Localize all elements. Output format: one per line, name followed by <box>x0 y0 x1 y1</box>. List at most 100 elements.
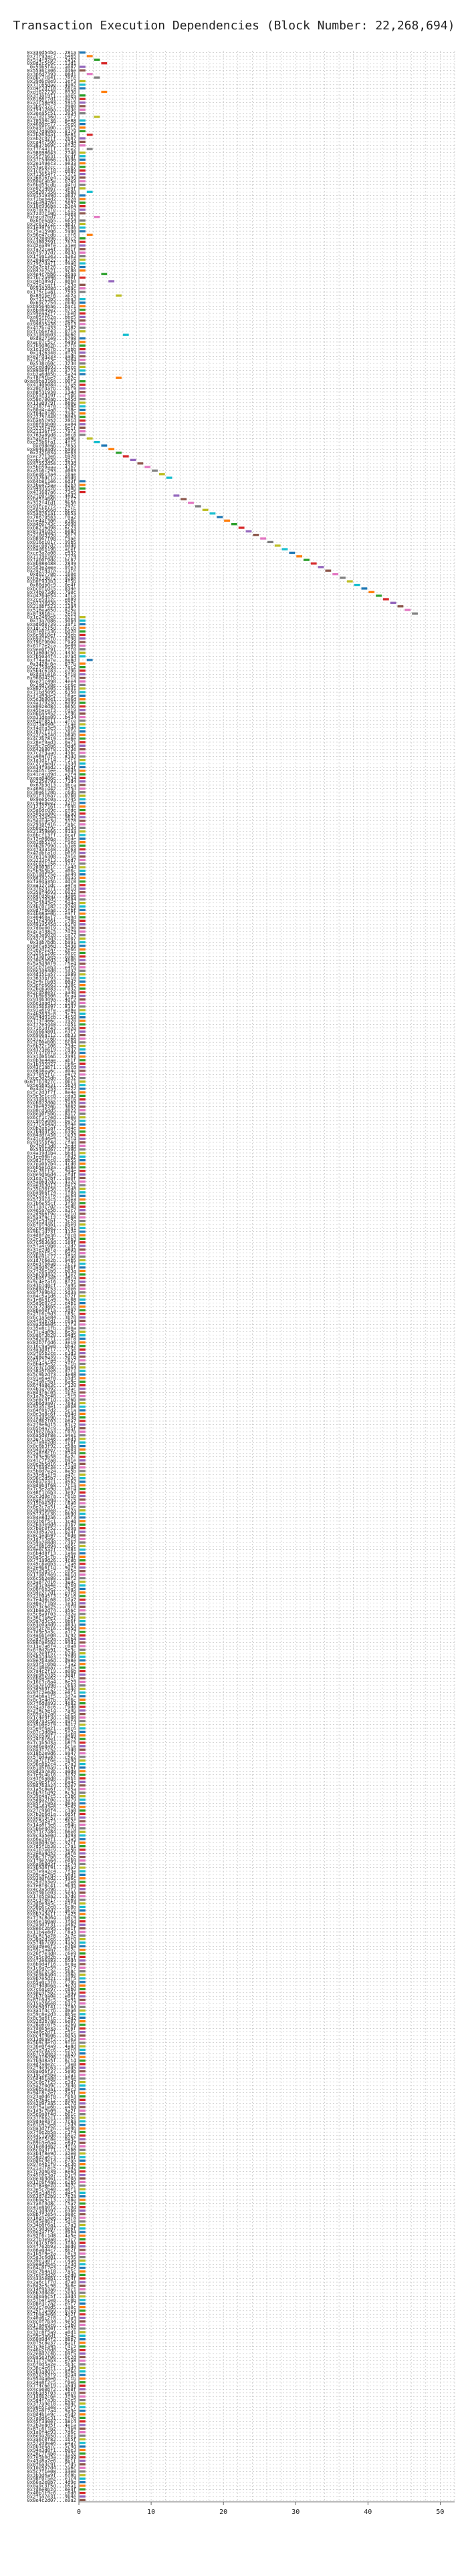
transaction-label: 0x8b0a5e62...f17c <box>27 1675 76 1681</box>
transaction-bar <box>108 280 115 283</box>
transaction-label: 0x5b1a8d7c...8f6e <box>27 2368 76 2374</box>
transaction-bar <box>80 630 86 633</box>
transaction-bar <box>80 1466 86 1469</box>
transaction-bar <box>80 323 86 325</box>
transaction-bar <box>80 1641 86 1644</box>
transaction-bar <box>80 955 86 958</box>
transaction-label: 0x63e0a4d9...d83a <box>27 1621 76 1627</box>
transaction-label: 0x87f0d3c5...5a91 <box>27 1997 76 2003</box>
transaction-bar <box>80 1516 86 1519</box>
transaction-bar <box>80 130 86 132</box>
transaction-bar <box>80 1359 86 1361</box>
transaction-bar <box>80 752 86 754</box>
transaction-bar <box>80 762 86 765</box>
transaction-label: 0x09c4e7b5...b8d1 <box>27 1872 76 1878</box>
transaction-bar <box>80 2438 86 2441</box>
transaction-bar <box>80 1330 86 1333</box>
transaction-label: 0x31d0b16b...2391 <box>27 1054 76 1060</box>
transaction-bar <box>217 516 223 518</box>
transaction-bar <box>80 1795 86 1798</box>
transaction-bar <box>80 2024 86 2026</box>
transaction-label: 0x8f4d91cb...4c58 <box>27 1014 76 1020</box>
transaction-bar <box>80 1720 86 1723</box>
transaction-label: 0x0d7fb6ae...5fbf <box>27 907 76 913</box>
transaction-bar <box>80 426 86 429</box>
transaction-bar <box>80 1366 86 1369</box>
transaction-bar <box>80 237 86 240</box>
transaction-label: 0x35b30f50...b5d8 <box>27 1186 76 1192</box>
transaction-bar <box>80 1509 86 1512</box>
transaction-bar <box>80 691 86 693</box>
transaction-label: 0x61b9c5e8...f2d3 <box>27 2122 76 2128</box>
transaction-label: 0x39e4a7c5...e1b6 <box>27 1793 76 1799</box>
transaction-label: 0x9e8d2b45...1f3d <box>27 2261 76 2267</box>
transaction-bar <box>80 2480 86 2484</box>
transaction-bar <box>80 2141 86 2144</box>
transaction-label: 0x468bc442...d75d <box>27 786 76 792</box>
transaction-label: 0x2c1d4a97...e3b6 <box>27 2208 76 2214</box>
transaction-label: 0x8bcf13ff...0cef <box>27 832 76 838</box>
transaction-label: 0xc94e0ee2...32fb <box>27 800 76 806</box>
transaction-label: 0xf1beb4d2...3928 <box>27 196 76 202</box>
transaction-label: 0x1a1d1f14...f1f1 <box>27 757 76 763</box>
transaction-bar <box>80 2127 86 2130</box>
transaction-bar <box>80 1216 86 1219</box>
transaction-label: 0x0d1293d5...9684 <box>27 897 76 903</box>
transaction-label: 0x17a4e9c6...c3b0 <box>27 2322 76 2328</box>
transaction-bar <box>80 1391 86 1394</box>
transaction-label: 0x6b3f1d92...8c3d <box>27 1790 76 1796</box>
transaction-bar <box>80 651 86 654</box>
transaction-bar <box>80 962 86 965</box>
transaction-label: 0x3376dc1a...69d0 <box>27 475 76 481</box>
transaction-label: 0xe25b6fa1...4ff5 <box>27 439 76 445</box>
transaction-bar <box>80 358 86 361</box>
transaction-label: 0x2a8f6c1b...d7e4 <box>27 1450 76 1456</box>
transaction-label: 0x3ab7bdb...ba91 <box>30 939 76 945</box>
transaction-label: 0x358f4693...6022 <box>27 889 76 895</box>
transaction-label: 0xaaa8486e...4034 <box>27 775 76 781</box>
transaction-label: 0x7c17107a...e7d9 <box>27 1050 76 1056</box>
transaction-label: 0x3633bf93...9e10 <box>27 975 76 981</box>
transaction-bar <box>80 680 86 683</box>
transaction-bar <box>80 2338 86 2341</box>
transaction-bar <box>80 1012 86 1015</box>
transaction-bar <box>368 591 375 593</box>
transaction-label: 0x38c4e6f1...c1d9 <box>27 2365 76 2371</box>
transaction-bar <box>80 1184 86 1186</box>
transaction-bar <box>80 2431 86 2434</box>
transaction-bar <box>80 2027 86 2030</box>
transaction-label: 0x1a0f4e93...7d6c <box>27 2429 76 2435</box>
transaction-label: 0x471687a6...73e5 <box>27 489 76 495</box>
transaction-label: 0x2910f416...fabc <box>27 821 76 827</box>
transaction-label: 0x80920d84...665b <box>27 703 76 709</box>
transaction-label: 0x0e7b3a6d...d98e <box>27 1657 76 1663</box>
transaction-label: 0x7d0b5e3a...3c6f <box>27 2026 76 2032</box>
transaction-bar <box>86 148 93 150</box>
transaction-label: 0x87e0c536...bd20 <box>27 629 76 635</box>
transaction-bar <box>80 1134 86 1136</box>
transaction-label: 0xce3a2a00...e932 <box>27 550 76 556</box>
transaction-bar <box>80 2299 86 2301</box>
transaction-label: 0x3d0e9a5c...e3f4 <box>27 1901 76 1907</box>
transaction-bar <box>80 873 86 876</box>
transaction-bar <box>80 1120 86 1122</box>
transaction-label: 0x5c3f6b17...2b69 <box>27 1897 76 1903</box>
transaction-label: 0x5e9f6a21...e8c6 <box>27 1726 76 1732</box>
transaction-label: 0x7d6e0b24...0e3f <box>27 2486 76 2492</box>
transaction-bar <box>80 2249 86 2251</box>
transaction-label: 0x53ac02cc...1c07 <box>27 164 76 170</box>
transaction-label: 0x99e3b6d1...2e4c <box>27 2333 76 2339</box>
transaction-label: 0x93a0f6d2...4a6c <box>27 1875 76 1881</box>
transaction-label: 0x28903b1c...ca4d <box>27 864 76 870</box>
transaction-label: 0x891bef6...ab2a <box>30 293 76 299</box>
transaction-bar <box>80 240 86 243</box>
transaction-bar <box>80 1902 86 1905</box>
transaction-label: 0x0d6c9e14...e7a5 <box>27 2158 76 2164</box>
transaction-bar <box>80 2374 86 2376</box>
transaction-bar <box>80 198 86 200</box>
transaction-bar <box>80 2323 86 2326</box>
transaction-bar <box>80 2098 86 2101</box>
transaction-bar <box>382 598 389 601</box>
transaction-bar <box>80 1234 86 1237</box>
